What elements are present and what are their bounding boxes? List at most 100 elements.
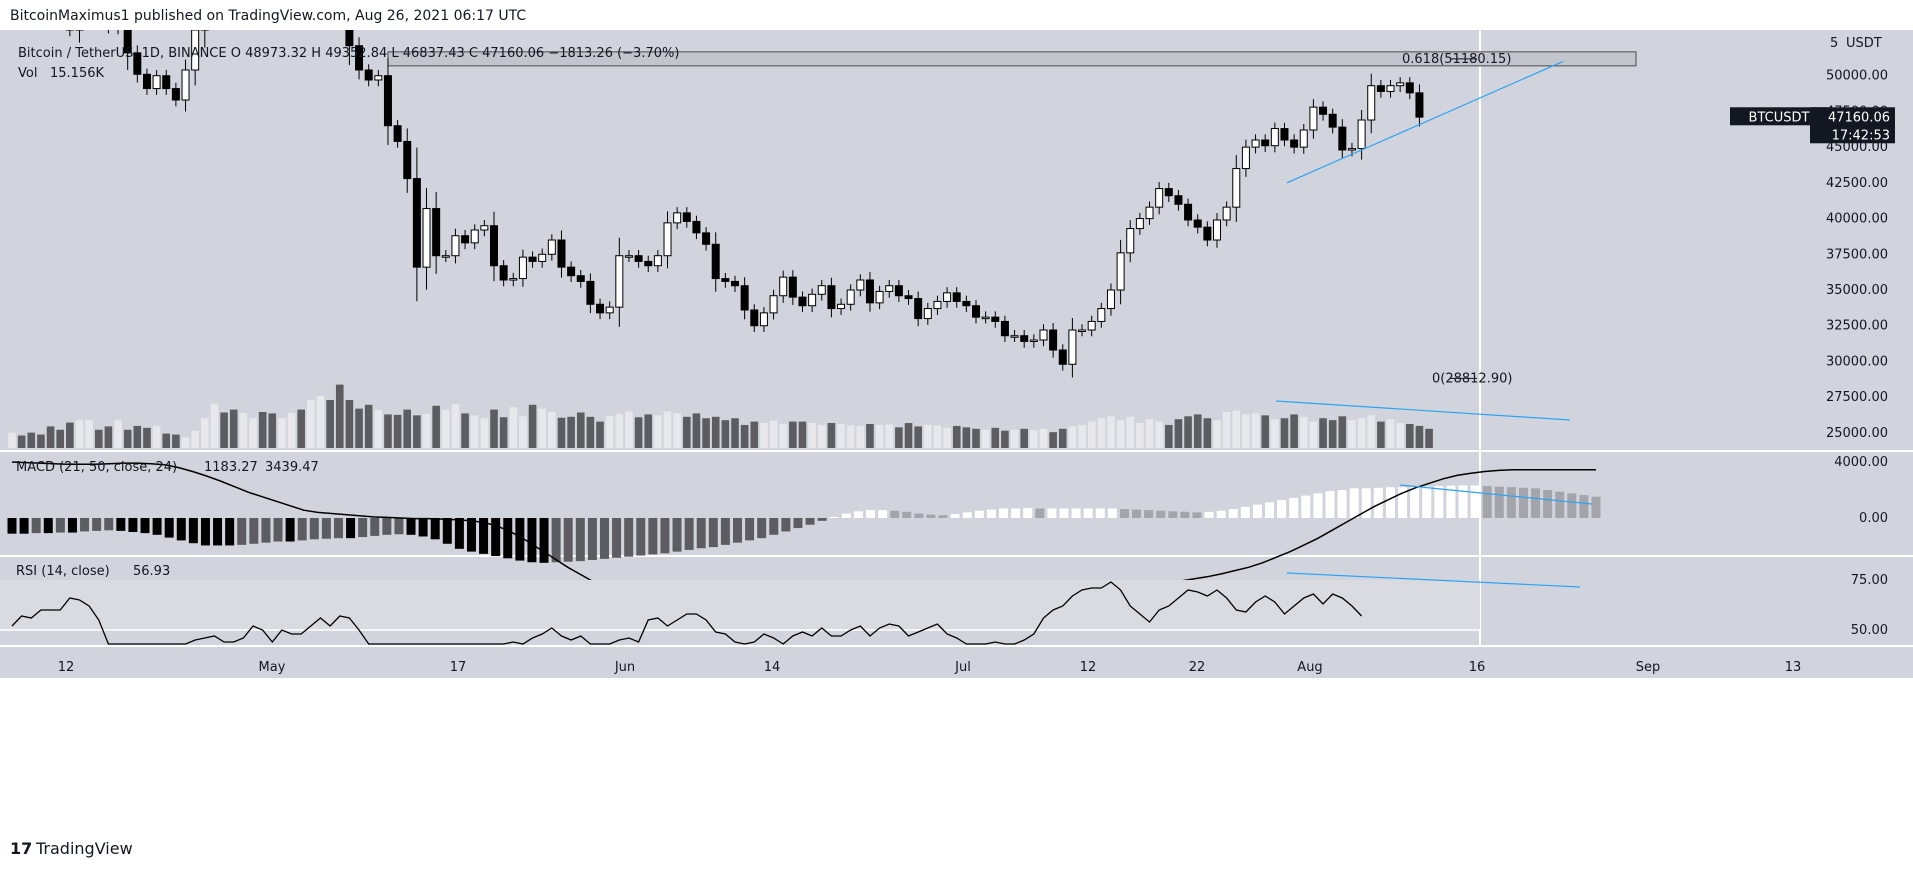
candle[interactable] — [1049, 329, 1058, 351]
candle[interactable] — [403, 140, 412, 180]
candle[interactable] — [162, 75, 171, 90]
candle[interactable] — [152, 75, 161, 90]
candle[interactable] — [1280, 128, 1289, 141]
candle[interactable] — [682, 212, 691, 222]
candle[interactable] — [865, 279, 874, 304]
candle[interactable] — [1222, 206, 1231, 221]
candle[interactable] — [1261, 139, 1270, 147]
candle[interactable] — [1232, 168, 1241, 208]
candle[interactable] — [480, 225, 489, 231]
candle[interactable] — [692, 220, 701, 234]
candle[interactable] — [470, 229, 479, 244]
candle[interactable] — [1010, 335, 1019, 338]
candle[interactable] — [123, 30, 132, 54]
candle[interactable] — [731, 280, 739, 287]
candle[interactable] — [1029, 339, 1038, 342]
candle[interactable] — [490, 225, 498, 267]
candle[interactable] — [1116, 252, 1125, 291]
candle[interactable] — [721, 278, 730, 282]
time-axis[interactable]: 12 May 17 Jun 14 Jul 12 22 Aug 16 Sep 13 — [58, 660, 1802, 675]
candle[interactable] — [171, 88, 180, 101]
candle[interactable] — [740, 285, 749, 311]
price-axis[interactable]: 50000.0047500.0045000.0042500.0040000.00… — [1730, 36, 1895, 638]
candle[interactable] — [393, 125, 402, 142]
candle[interactable] — [364, 69, 373, 81]
candle[interactable] — [1251, 139, 1260, 148]
candlestick-chart[interactable]: 0.618(51180.15)0(28812.90) 50000.0047500… — [0, 30, 1913, 828]
candle[interactable] — [1058, 349, 1067, 365]
candle[interactable] — [181, 69, 190, 101]
candle[interactable] — [798, 296, 807, 307]
candle[interactable] — [1357, 119, 1366, 150]
candle[interactable] — [673, 212, 682, 224]
candle[interactable] — [1241, 146, 1250, 170]
candle[interactable] — [1203, 226, 1212, 241]
candle[interactable] — [769, 295, 778, 314]
candle[interactable] — [1164, 188, 1173, 197]
candle[interactable] — [1367, 85, 1376, 121]
candle[interactable] — [412, 178, 421, 268]
candle[interactable] — [779, 276, 788, 297]
candle[interactable] — [1270, 128, 1279, 147]
candle[interactable] — [885, 285, 894, 292]
candle[interactable] — [615, 255, 624, 308]
candle[interactable] — [788, 276, 797, 298]
candle[interactable] — [663, 222, 672, 257]
candle[interactable] — [596, 303, 605, 314]
candle[interactable] — [923, 308, 932, 320]
candle[interactable] — [557, 239, 566, 268]
candle[interactable] — [952, 292, 961, 302]
candle[interactable] — [981, 316, 990, 320]
candle[interactable] — [547, 239, 556, 255]
candle[interactable] — [837, 303, 846, 310]
candle[interactable] — [644, 260, 653, 267]
candle[interactable] — [1020, 335, 1029, 342]
candle[interactable] — [962, 300, 971, 307]
tradingview-logo[interactable]: 17 TradingView — [10, 839, 133, 858]
candle[interactable] — [374, 75, 383, 81]
candle[interactable] — [1319, 106, 1328, 115]
candle[interactable] — [1328, 113, 1337, 128]
candle[interactable] — [1145, 206, 1154, 220]
candle[interactable] — [856, 279, 865, 291]
price-candles[interactable] — [9, 30, 1424, 378]
candle[interactable] — [972, 305, 980, 318]
candle[interactable] — [1039, 329, 1048, 341]
candle[interactable] — [914, 298, 923, 320]
candle[interactable] — [1338, 126, 1347, 151]
candle[interactable] — [1193, 219, 1202, 228]
candle[interactable] — [383, 75, 392, 127]
candle[interactable] — [1078, 329, 1087, 332]
candle[interactable] — [528, 256, 537, 262]
candle[interactable] — [345, 30, 354, 47]
candle[interactable] — [827, 285, 836, 310]
candle[interactable] — [1068, 329, 1077, 365]
candle[interactable] — [711, 243, 720, 280]
candle[interactable] — [422, 208, 431, 268]
candle[interactable] — [586, 280, 595, 305]
candle[interactable] — [461, 235, 470, 244]
candle[interactable] — [750, 309, 759, 327]
candle[interactable] — [576, 275, 585, 282]
candle[interactable] — [1309, 106, 1318, 131]
candle[interactable] — [133, 52, 142, 75]
candle[interactable] — [1174, 195, 1183, 205]
candle[interactable] — [567, 266, 576, 277]
candle[interactable] — [509, 278, 518, 281]
candle[interactable] — [943, 292, 952, 302]
candle[interactable] — [191, 30, 200, 71]
candle[interactable] — [875, 290, 884, 304]
candle[interactable] — [605, 306, 614, 314]
candle[interactable] — [624, 255, 633, 258]
candle[interactable] — [1405, 82, 1414, 94]
symbol-tag[interactable] — [1730, 107, 1828, 126]
candle[interactable] — [991, 316, 1000, 322]
candle[interactable] — [1376, 85, 1385, 92]
candle[interactable] — [1396, 82, 1405, 87]
candle[interactable] — [1155, 188, 1164, 208]
candle[interactable] — [817, 285, 826, 295]
candle[interactable] — [808, 293, 817, 307]
candle[interactable] — [702, 232, 711, 245]
candle[interactable] — [451, 235, 460, 257]
candle[interactable] — [518, 256, 527, 280]
